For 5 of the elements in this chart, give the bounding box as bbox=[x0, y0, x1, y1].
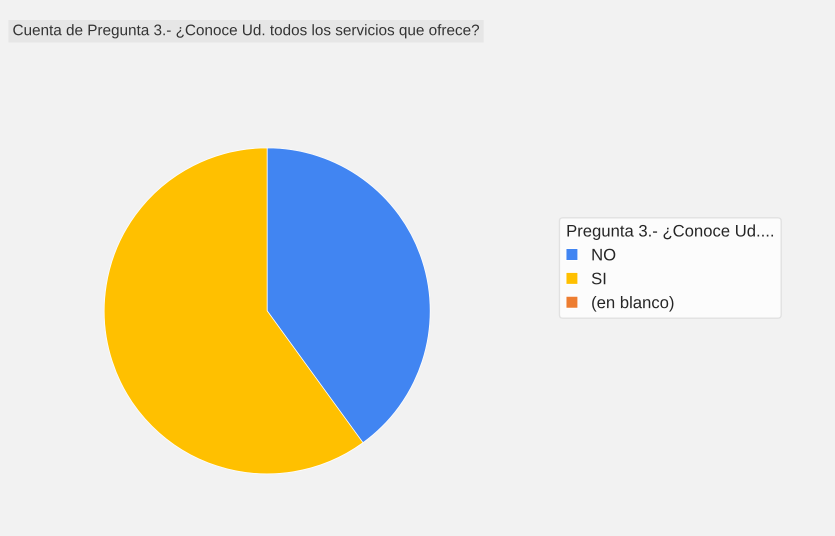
legend-title: Pregunta 3.- ¿Conoce Ud.... bbox=[567, 224, 774, 240]
legend-label: (en blanco) bbox=[592, 296, 674, 312]
legend-label: NO bbox=[592, 248, 616, 261]
legend-label: SI bbox=[592, 272, 606, 284]
chart-title: Cuenta de Pregunta 3.- ¿Conoce Ud. todos los servicios que ofrece? bbox=[13, 24, 480, 38]
